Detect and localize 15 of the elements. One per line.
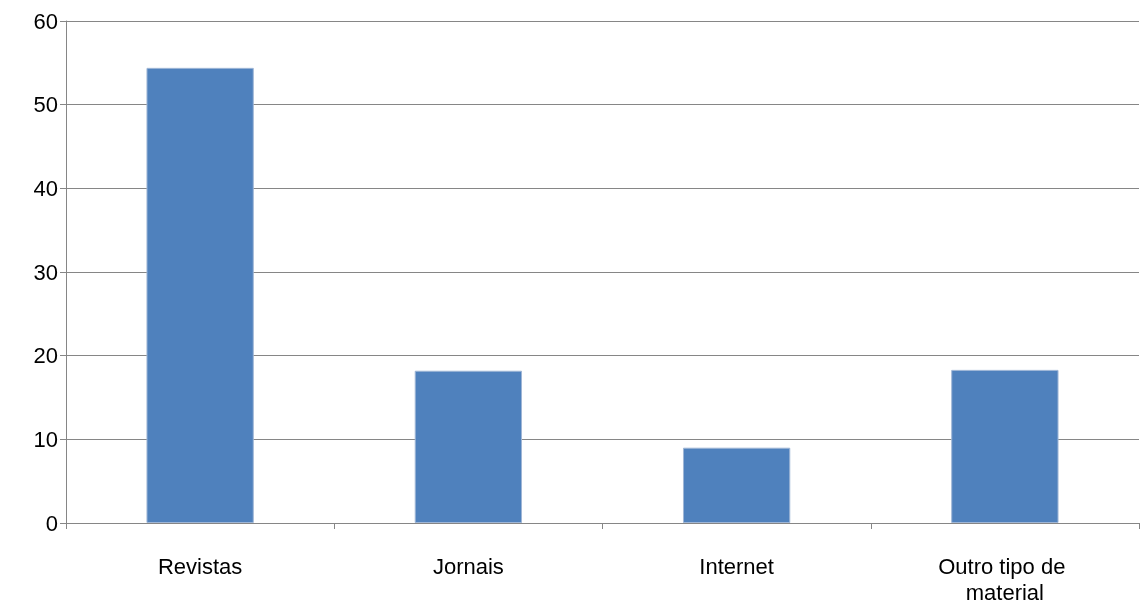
x-tick-label: Jornais — [432, 553, 504, 579]
y-tick-label: 10 — [33, 426, 58, 452]
y-tick-label: 60 — [33, 8, 58, 34]
y-tick-label: 0 — [45, 510, 58, 536]
bar — [146, 67, 254, 523]
bar — [682, 447, 791, 523]
x-tick-label: Internet — [699, 553, 774, 579]
y-tick-label: 30 — [33, 259, 58, 285]
x-tick-label: Revistas — [157, 553, 243, 579]
bar — [414, 370, 523, 523]
bar — [951, 369, 1059, 523]
x-tick-label: Outro tipo de material — [938, 553, 1072, 605]
y-tick-label: 50 — [33, 92, 58, 118]
y-tick-label: 40 — [33, 175, 58, 201]
y-tick-label: 20 — [33, 343, 58, 369]
